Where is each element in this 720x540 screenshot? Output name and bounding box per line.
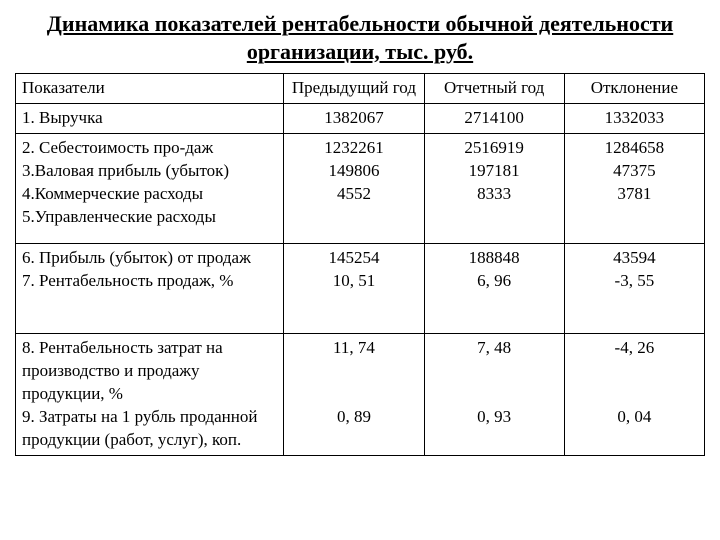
cell-dev: -4, 26 0, 04 bbox=[564, 333, 704, 455]
cell-curr: 2516919 197181 8333 bbox=[424, 133, 564, 243]
cell-prev: 1232261 149806 4552 bbox=[284, 133, 424, 243]
cell-curr: 188848 6, 96 bbox=[424, 243, 564, 333]
cell-prev: 11, 74 0, 89 bbox=[284, 333, 424, 455]
table-header-row: Показатели Предыдущий год Отчетный год О… bbox=[16, 74, 705, 104]
cell-prev: 1382067 bbox=[284, 103, 424, 133]
profitability-table: Показатели Предыдущий год Отчетный год О… bbox=[15, 73, 705, 456]
col-header-prev-year: Предыдущий год bbox=[284, 74, 424, 104]
cell-indicator: 6. Прибыль (убыток) от продаж 7. Рентабе… bbox=[16, 243, 284, 333]
cell-dev: 1284658 47375 3781 bbox=[564, 133, 704, 243]
cell-indicator: 2. Себестоимость про-даж 3.Валовая прибы… bbox=[16, 133, 284, 243]
cell-prev: 145254 10, 51 bbox=[284, 243, 424, 333]
cell-indicator: 8. Рентабельность затрат на производство… bbox=[16, 333, 284, 455]
cell-indicator: 1. Выручка bbox=[16, 103, 284, 133]
table-row: 1. Выручка 1382067 2714100 1332033 bbox=[16, 103, 705, 133]
col-header-curr-year: Отчетный год bbox=[424, 74, 564, 104]
col-header-deviation: Отклонение bbox=[564, 74, 704, 104]
cell-dev: 1332033 bbox=[564, 103, 704, 133]
cell-curr: 2714100 bbox=[424, 103, 564, 133]
table-row: 6. Прибыль (убыток) от продаж 7. Рентабе… bbox=[16, 243, 705, 333]
table-row: 2. Себестоимость про-даж 3.Валовая прибы… bbox=[16, 133, 705, 243]
page-title: Динамика показателей рентабельности обыч… bbox=[15, 10, 705, 65]
table-row: 8. Рентабельность затрат на производство… bbox=[16, 333, 705, 455]
cell-dev: 43594 -3, 55 bbox=[564, 243, 704, 333]
col-header-indicator: Показатели bbox=[16, 74, 284, 104]
cell-curr: 7, 48 0, 93 bbox=[424, 333, 564, 455]
